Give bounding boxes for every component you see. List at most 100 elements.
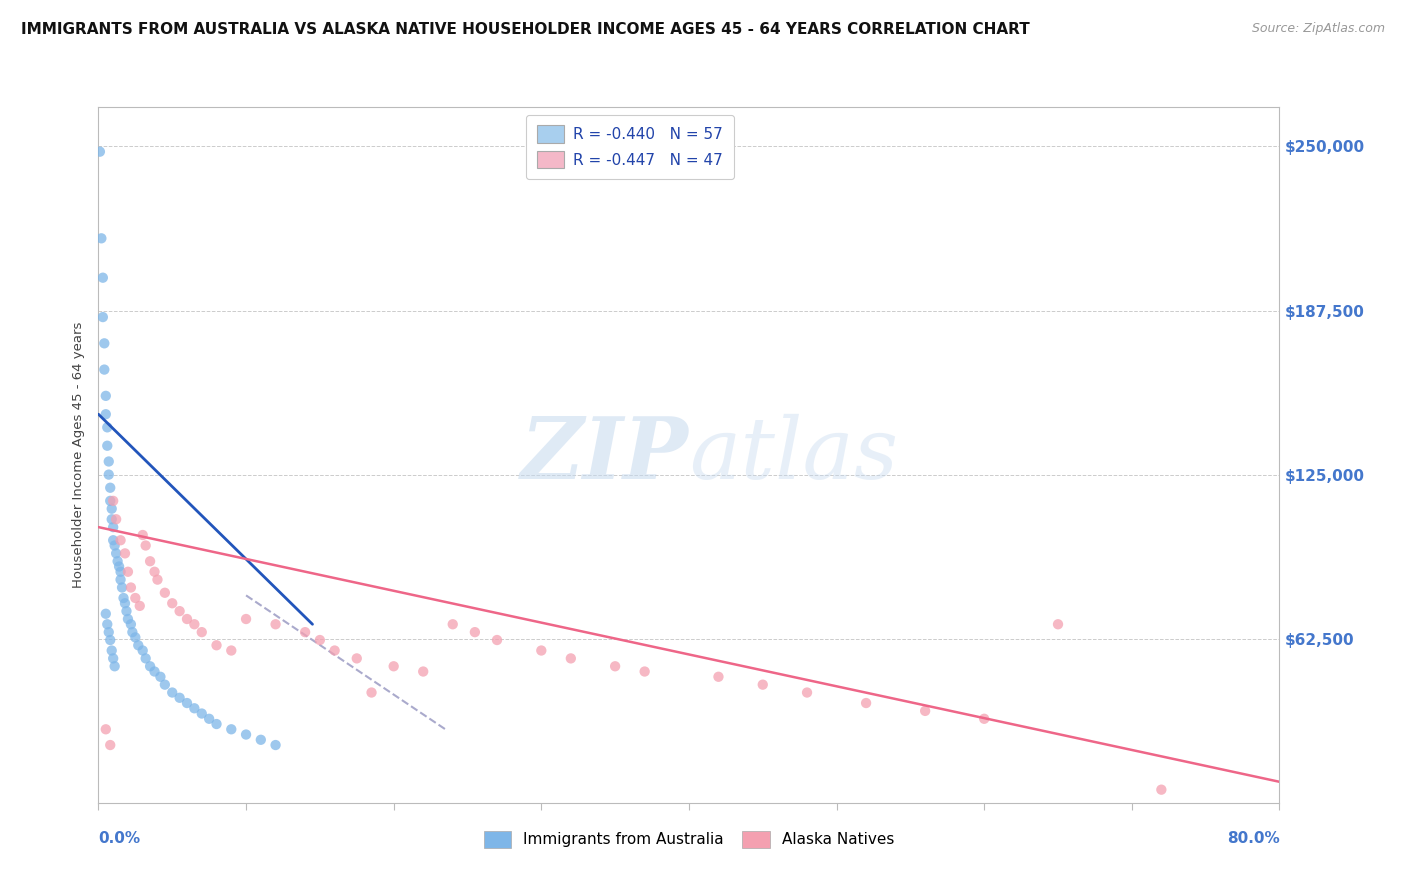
Point [121,625,143,640]
Point [139,659,162,673]
Point [264,738,287,752]
Text: 80.0%: 80.0% [1226,830,1279,846]
Point [110,565,132,579]
Point [103,520,125,534]
Point [1046,617,1070,632]
Point [205,638,228,652]
Point [264,617,287,632]
Point [309,633,332,648]
Point [135,539,157,553]
Point [323,643,346,657]
Point [115,604,138,618]
Point [162,596,183,610]
Point [103,533,125,548]
Point [117,565,139,579]
Point [153,678,176,692]
Point [412,665,434,679]
Point [103,494,125,508]
Point [149,670,172,684]
Point [124,591,146,605]
Point [103,651,125,665]
Point [96,439,118,453]
Text: 0.0%: 0.0% [98,830,141,846]
Point [120,617,142,632]
Point [96,420,118,434]
Text: ZIP: ZIP [522,413,689,497]
Point [250,732,273,747]
Point [143,665,166,679]
Point [98,494,121,508]
Point [191,706,214,721]
Point [111,581,134,595]
Point [346,651,368,665]
Point [360,685,382,699]
Point [105,546,128,560]
Point [176,696,198,710]
Point [94,607,117,621]
Point [634,665,657,679]
Point [107,554,129,568]
Point [486,633,509,648]
Point [235,612,257,626]
Point [132,528,155,542]
Point [605,659,627,673]
Point [100,501,122,516]
Point [94,407,117,421]
Point [89,145,111,159]
Point [143,565,166,579]
Point [98,481,121,495]
Point [94,389,117,403]
Point [91,310,114,324]
Point [112,591,135,605]
Point [191,625,214,640]
Point [114,596,136,610]
Point [96,617,118,632]
Point [382,659,405,673]
Point [93,362,115,376]
Point [97,467,120,482]
Point [132,643,155,657]
Point [97,454,120,468]
Point [124,631,146,645]
Text: IMMIGRANTS FROM AUSTRALIA VS ALASKA NATIVE HOUSEHOLDER INCOME AGES 45 - 64 YEARS: IMMIGRANTS FROM AUSTRALIA VS ALASKA NATI… [21,22,1029,37]
Point [93,336,115,351]
Point [139,554,162,568]
Point [169,690,191,705]
Point [973,712,995,726]
Point [91,270,114,285]
Y-axis label: Householder Income Ages 45 - 64 years: Householder Income Ages 45 - 64 years [72,322,86,588]
Point [707,670,730,684]
Point [90,231,112,245]
Point [97,625,120,640]
Point [100,643,122,657]
Point [169,604,191,618]
Point [221,723,243,737]
Legend: Immigrants from Australia, Alaska Natives: Immigrants from Australia, Alaska Native… [478,824,900,855]
Point [464,625,486,640]
Text: Source: ZipAtlas.com: Source: ZipAtlas.com [1251,22,1385,36]
Point [114,546,136,560]
Text: atlas: atlas [689,414,898,496]
Point [176,612,198,626]
Point [100,512,122,526]
Point [108,559,131,574]
Point [855,696,877,710]
Point [752,678,775,692]
Point [135,651,157,665]
Point [153,586,176,600]
Point [127,638,149,652]
Point [98,738,121,752]
Point [183,617,205,632]
Point [105,512,128,526]
Point [104,659,127,673]
Point [914,704,936,718]
Point [183,701,205,715]
Point [560,651,582,665]
Point [117,612,139,626]
Point [98,633,121,648]
Point [110,573,132,587]
Point [294,625,316,640]
Point [94,723,117,737]
Point [110,533,132,548]
Point [162,685,183,699]
